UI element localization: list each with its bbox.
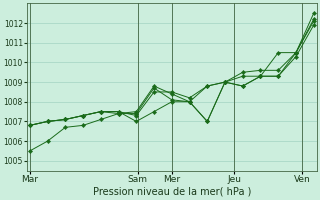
X-axis label: Pression niveau de la mer( hPa ): Pression niveau de la mer( hPa ) [92,187,251,197]
